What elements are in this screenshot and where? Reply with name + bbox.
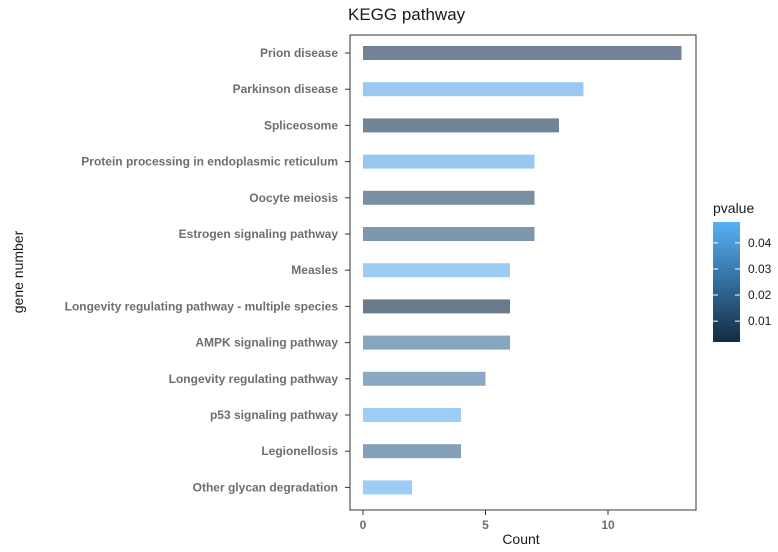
- x-tick-label-1: 5: [482, 518, 489, 532]
- legend-title: pvalue: [713, 200, 754, 216]
- chart-title: KEGG pathway: [348, 5, 466, 24]
- category-label-4: Oocyte meiosis: [249, 191, 338, 205]
- category-label-7: Longevity regulating pathway - multiple …: [65, 299, 339, 313]
- legend: pvalue 0.04 0.03 0.02 0.01: [713, 200, 772, 342]
- category-labels-group: Prion disease Parkinson disease Spliceosom…: [65, 46, 339, 494]
- legend-colorbar: [713, 222, 740, 342]
- bar-6: [363, 263, 510, 277]
- bar-7: [363, 299, 510, 313]
- category-label-1: Parkinson disease: [233, 82, 339, 96]
- bar-3: [363, 155, 535, 169]
- category-label-6: Measles: [291, 263, 338, 277]
- category-label-10: p53 signaling pathway: [210, 408, 338, 422]
- bar-2: [363, 118, 559, 132]
- bar-12: [363, 480, 412, 494]
- category-label-11: Legionellosis: [261, 444, 338, 458]
- bar-9: [363, 372, 486, 386]
- category-label-0: Prion disease: [260, 46, 338, 60]
- legend-tick-label-0: 0.04: [748, 236, 772, 250]
- category-label-12: Other glycan degradation: [193, 480, 338, 494]
- legend-tick-label-3: 0.01: [748, 314, 772, 328]
- category-label-3: Protein processing in endoplasmic reticu…: [81, 155, 338, 169]
- legend-tick-label-2: 0.02: [748, 288, 772, 302]
- x-ticks-group: 0 5 10: [360, 510, 615, 532]
- bar-11: [363, 444, 461, 458]
- category-label-5: Estrogen signaling pathway: [179, 227, 339, 241]
- bar-0: [363, 46, 682, 60]
- bar-5: [363, 227, 535, 241]
- legend-tick-label-1: 0.03: [748, 262, 772, 276]
- x-tick-label-2: 10: [601, 518, 615, 532]
- category-label-9: Longevity regulating pathway: [169, 372, 339, 386]
- bar-10: [363, 408, 461, 422]
- category-label-2: Spliceosome: [264, 118, 338, 132]
- x-tick-label-0: 0: [360, 518, 367, 532]
- bar-8: [363, 336, 510, 350]
- y-axis-title: gene number: [10, 230, 26, 313]
- category-ticks-group: [345, 53, 350, 487]
- bar-4: [363, 191, 535, 205]
- category-label-8: AMPK signaling pathway: [195, 336, 338, 350]
- bar-1: [363, 82, 584, 96]
- x-axis-title: Count: [502, 531, 539, 547]
